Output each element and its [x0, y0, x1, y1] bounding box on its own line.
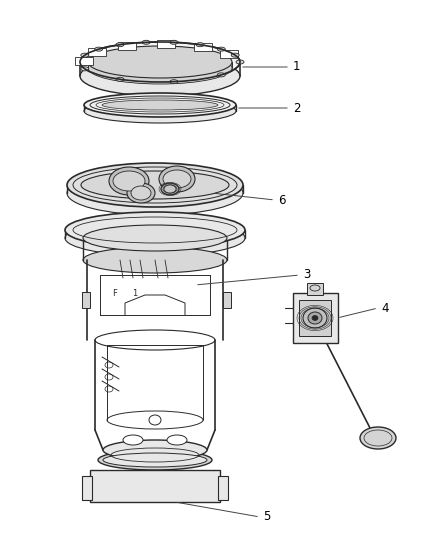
Ellipse shape — [167, 435, 187, 445]
Ellipse shape — [81, 67, 89, 71]
Bar — [307, 283, 323, 295]
Text: F: F — [113, 288, 117, 297]
Ellipse shape — [164, 185, 176, 193]
Text: 4: 4 — [381, 302, 389, 314]
Ellipse shape — [103, 453, 207, 467]
Ellipse shape — [95, 47, 103, 51]
Ellipse shape — [196, 43, 204, 47]
Ellipse shape — [308, 312, 322, 324]
Ellipse shape — [163, 170, 191, 188]
Ellipse shape — [113, 171, 145, 191]
FancyBboxPatch shape — [118, 42, 136, 50]
Ellipse shape — [161, 183, 179, 195]
Text: 1: 1 — [132, 288, 138, 297]
Text: 6: 6 — [278, 193, 286, 206]
Bar — [223, 292, 231, 308]
Ellipse shape — [142, 41, 150, 44]
Ellipse shape — [303, 308, 327, 328]
Ellipse shape — [67, 163, 243, 207]
Ellipse shape — [88, 52, 232, 84]
Ellipse shape — [360, 427, 396, 449]
Bar — [293, 293, 338, 343]
Ellipse shape — [236, 60, 244, 64]
FancyBboxPatch shape — [157, 40, 175, 48]
FancyBboxPatch shape — [88, 48, 106, 56]
Ellipse shape — [88, 46, 232, 78]
Ellipse shape — [103, 440, 207, 460]
Bar — [82, 476, 92, 500]
Ellipse shape — [217, 73, 225, 77]
Ellipse shape — [65, 220, 245, 256]
FancyBboxPatch shape — [75, 56, 93, 64]
Ellipse shape — [116, 43, 124, 47]
Ellipse shape — [231, 53, 239, 57]
Ellipse shape — [84, 99, 236, 123]
Ellipse shape — [80, 42, 240, 82]
Ellipse shape — [98, 450, 212, 470]
Ellipse shape — [123, 435, 143, 445]
Ellipse shape — [84, 93, 236, 117]
Ellipse shape — [170, 41, 178, 44]
Ellipse shape — [81, 53, 89, 57]
Ellipse shape — [109, 167, 149, 195]
Ellipse shape — [67, 171, 243, 215]
Ellipse shape — [170, 80, 178, 84]
Ellipse shape — [217, 47, 225, 51]
Text: 3: 3 — [303, 269, 311, 281]
Bar — [299, 300, 331, 336]
Ellipse shape — [131, 186, 151, 200]
Ellipse shape — [116, 77, 124, 82]
Ellipse shape — [83, 225, 227, 251]
FancyBboxPatch shape — [194, 43, 212, 51]
Bar — [82, 292, 90, 308]
Ellipse shape — [65, 212, 245, 248]
Ellipse shape — [83, 247, 227, 273]
Ellipse shape — [312, 316, 318, 320]
Ellipse shape — [159, 166, 195, 192]
Text: 2: 2 — [293, 101, 300, 115]
Ellipse shape — [81, 171, 229, 199]
Text: 1: 1 — [293, 61, 300, 74]
Bar — [90, 470, 220, 502]
Text: 5: 5 — [263, 511, 270, 523]
Ellipse shape — [80, 56, 240, 96]
Ellipse shape — [127, 183, 155, 203]
Ellipse shape — [102, 100, 218, 110]
Bar — [218, 476, 228, 500]
FancyBboxPatch shape — [219, 50, 237, 58]
